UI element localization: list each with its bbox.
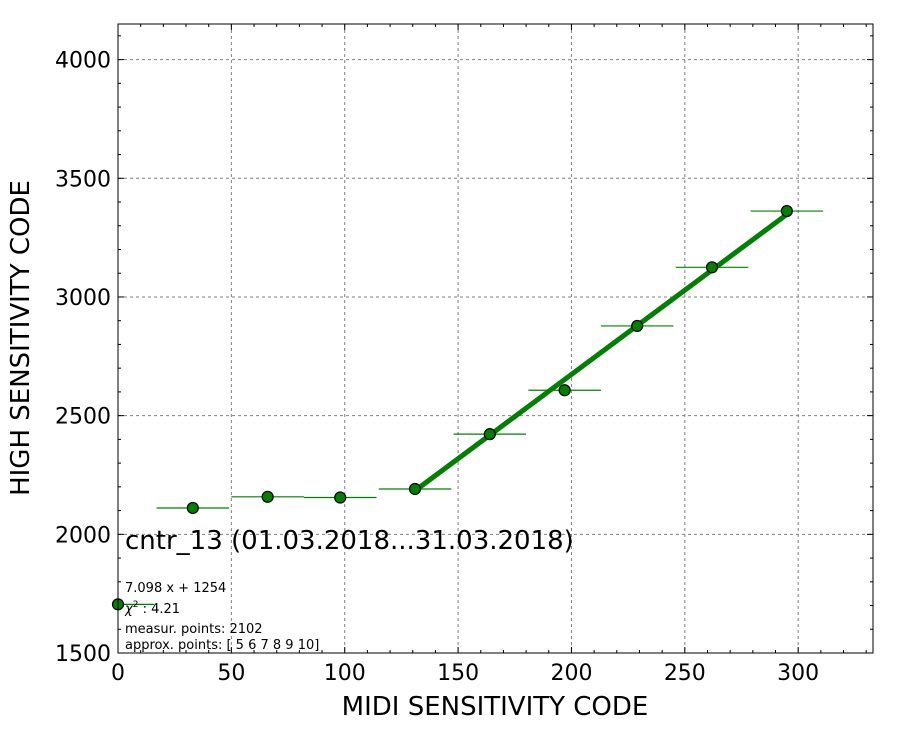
x-tick-label: 250 [664,661,706,686]
chi2-label: χ2 : 4.21 [124,600,180,617]
data-point [558,384,571,397]
y-tick-label: 3000 [55,286,111,311]
plot-frame [117,23,874,654]
measur-points-label: measur. points: 2102 [125,622,263,637]
data-point [780,204,793,218]
fit-line [413,212,789,493]
fit-line-group [413,212,789,493]
data-point [705,261,719,274]
fit-equation-label: 7.098 x + 1254 [125,581,226,596]
data-point [261,490,274,503]
data-points [111,204,793,611]
chi2-exponent: 2 [133,600,139,610]
chart-annotation-title: cntr_13 (01.03.2018...31.03.2018) [125,526,574,556]
y-tick-label: 2500 [55,405,111,430]
chi2-value: : 4.21 [138,602,180,617]
x-axis-title: MIDI SENSITIVITY CODE [342,692,649,722]
x-tick-label: 150 [437,661,479,686]
x-tick-labels: 0 50 100 150 200 250 300 [111,661,819,686]
x-tick-label: 50 [217,661,245,686]
x-tick-label: 100 [324,661,366,686]
data-point [631,319,644,333]
x-tick-label: 200 [550,661,592,686]
y-tick-label: 3500 [55,167,111,192]
data-point [483,428,496,441]
chi2-symbol: χ [124,602,134,617]
y-tick-label: 1500 [55,642,111,667]
y-tick-label: 4000 [55,49,111,74]
approx-points-label: approx. points: [ 5 6 7 8 9 10] [125,638,319,653]
x-tick-label: 0 [111,661,125,686]
grid [117,24,873,653]
y-tick-label: 2000 [55,523,111,548]
y-tick-labels: 1500 2000 2500 3000 3500 4000 [55,49,111,667]
y-axis-title: HIGH SENSITIVITY CODE [6,180,36,496]
data-point [334,491,347,504]
data-point [408,482,422,496]
data-point [186,501,199,515]
x-tick-label: 300 [777,661,819,686]
